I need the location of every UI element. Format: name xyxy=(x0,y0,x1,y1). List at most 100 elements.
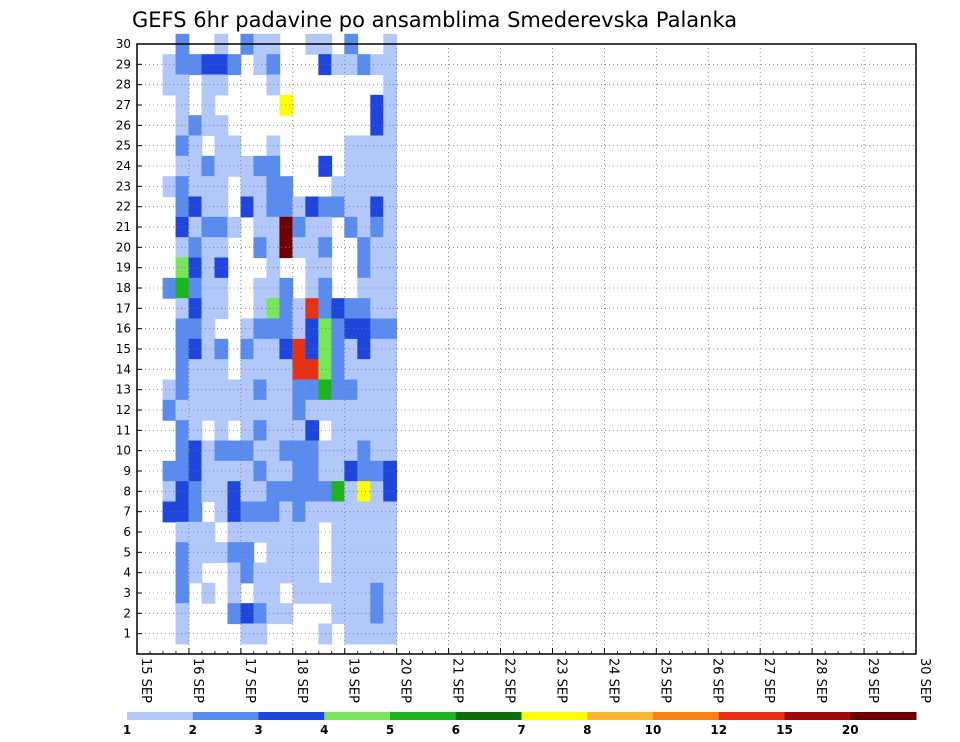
heatmap-cell xyxy=(175,481,190,503)
heatmap-cell xyxy=(305,582,320,604)
heatmap-cell xyxy=(383,176,398,198)
heatmap-cell xyxy=(357,176,372,198)
heatmap-cell xyxy=(292,481,307,503)
heatmap-cell xyxy=(383,155,398,177)
heatmap-cell xyxy=(331,338,346,360)
heatmap-cell xyxy=(344,359,359,381)
heatmap-cell xyxy=(201,542,216,564)
y-tick-label: 20 xyxy=(116,240,131,254)
heatmap-cell xyxy=(279,603,294,625)
heatmap-cell xyxy=(305,216,320,238)
heatmap-cell xyxy=(331,481,346,503)
heatmap-cell xyxy=(175,115,190,137)
heatmap-cell xyxy=(201,298,216,320)
heatmap-cell xyxy=(292,582,307,604)
heatmap-cell xyxy=(175,359,190,381)
heatmap-cell xyxy=(357,338,372,360)
heatmap-cell xyxy=(175,399,190,421)
heatmap-cell xyxy=(240,521,255,543)
heatmap-cell xyxy=(175,501,190,523)
heatmap-cell xyxy=(227,54,242,76)
heatmap-cell xyxy=(175,155,190,177)
heatmap-cell xyxy=(175,603,190,625)
heatmap-cell xyxy=(201,481,216,503)
heatmap-cell xyxy=(383,94,398,116)
heatmap-cell xyxy=(175,237,190,259)
heatmap-cell xyxy=(305,420,320,442)
heatmap-cell xyxy=(240,542,255,564)
heatmap-cell xyxy=(175,338,190,360)
y-tick-label: 12 xyxy=(116,403,131,417)
heatmap-cell xyxy=(201,196,216,218)
heatmap-cell xyxy=(331,420,346,442)
colorbar-label: 12 xyxy=(710,723,727,737)
heatmap-cell xyxy=(175,54,190,76)
heatmap-cell xyxy=(201,338,216,360)
x-tick-label: 26 SEP xyxy=(709,658,724,703)
heatmap-cell xyxy=(331,298,346,320)
heatmap-cell xyxy=(279,176,294,198)
heatmap-cell xyxy=(331,603,346,625)
heatmap-cell xyxy=(253,481,268,503)
heatmap-cell xyxy=(292,237,307,259)
heatmap-cell xyxy=(240,501,255,523)
heatmap-cell xyxy=(383,440,398,462)
heatmap-cell xyxy=(188,359,203,381)
heatmap-cell xyxy=(344,481,359,503)
y-tick-label: 14 xyxy=(116,362,131,376)
y-tick-label: 8 xyxy=(123,484,131,498)
heatmap-cell xyxy=(253,603,268,625)
y-tick-label: 29 xyxy=(116,57,131,71)
colorbar-swatch xyxy=(127,712,194,720)
heatmap-cell xyxy=(175,196,190,218)
heatmap-cell xyxy=(227,501,242,523)
colorbar: 1 2 3 4 5 6 7 8 10 12 15 20 xyxy=(123,712,917,737)
heatmap-cell xyxy=(188,115,203,137)
colorbar-swatch xyxy=(718,712,785,720)
heatmap-cell xyxy=(383,460,398,482)
heatmap-cell xyxy=(305,562,320,584)
heatmap-cell xyxy=(175,176,190,198)
heatmap-cell xyxy=(279,298,294,320)
heatmap-cell xyxy=(331,521,346,543)
heatmap-cell xyxy=(357,562,372,584)
heatmap-cell xyxy=(175,257,190,279)
x-tick-label: 18 SEP xyxy=(294,658,309,703)
heatmap-cell xyxy=(383,359,398,381)
heatmap-cell xyxy=(227,399,242,421)
heatmap-cell xyxy=(175,521,190,543)
heatmap-cell xyxy=(344,420,359,442)
heatmap-cell xyxy=(279,562,294,584)
heatmap-cell xyxy=(305,542,320,564)
heatmap-cell xyxy=(305,318,320,340)
heatmap-cell xyxy=(188,379,203,401)
heatmap-cell xyxy=(331,379,346,401)
heatmap-cell xyxy=(253,298,268,320)
heatmap-cell xyxy=(305,298,320,320)
heatmap-cell xyxy=(344,562,359,584)
heatmap-cell xyxy=(383,298,398,320)
heatmap-cell xyxy=(292,399,307,421)
heatmap-cell xyxy=(253,440,268,462)
heatmap-cell xyxy=(175,74,190,96)
x-tick-label: 24 SEP xyxy=(605,658,620,703)
heatmap-cell xyxy=(383,603,398,625)
heatmap-cell xyxy=(188,521,203,543)
x-tick-label: 27 SEP xyxy=(761,658,776,703)
heatmap-cell xyxy=(279,460,294,482)
heatmap-cell xyxy=(344,521,359,543)
heatmap-cell xyxy=(383,318,398,340)
heatmap-cell xyxy=(188,399,203,421)
heatmap-cell xyxy=(383,74,398,96)
heatmap-cell xyxy=(305,196,320,218)
heatmap-cell xyxy=(331,196,346,218)
x-tick-label: 20 SEP xyxy=(398,658,413,703)
colorbar-label: 6 xyxy=(452,723,460,737)
y-tick-label: 11 xyxy=(116,423,131,437)
heatmap-cell xyxy=(279,521,294,543)
heatmap-cell xyxy=(357,440,372,462)
heatmap-cell xyxy=(344,379,359,401)
heatmap-cell xyxy=(383,196,398,218)
heatmap-cell xyxy=(305,481,320,503)
heatmap-cell xyxy=(305,399,320,421)
